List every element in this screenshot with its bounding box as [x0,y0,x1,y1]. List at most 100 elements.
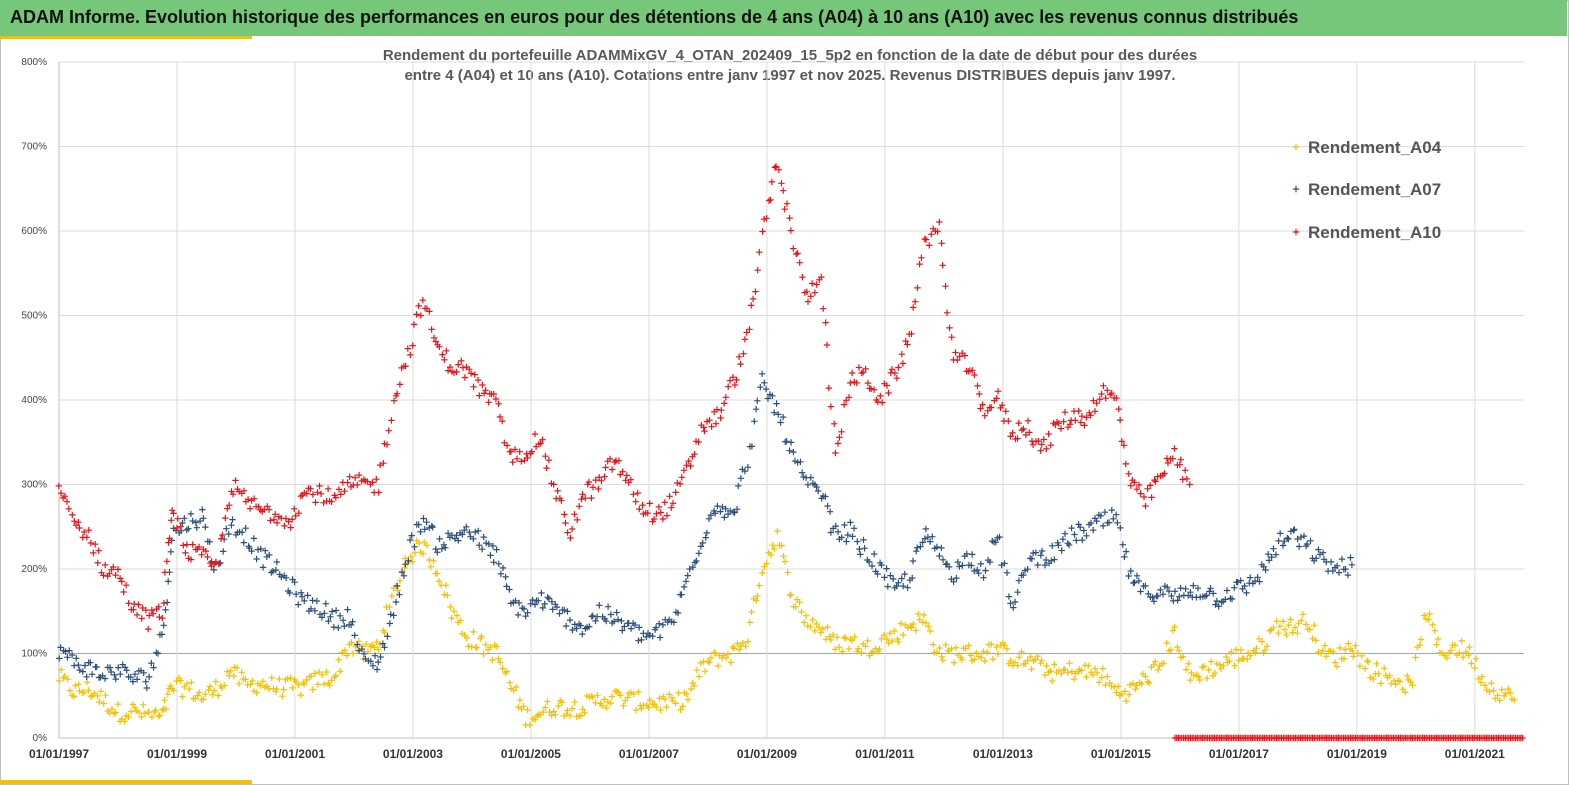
data-point [326,682,333,689]
data-point [417,528,424,535]
data-point [1152,478,1159,485]
data-point [234,664,241,671]
data-point [265,506,273,513]
data-point [269,568,277,575]
data-point [71,518,78,525]
data-point [1208,658,1215,665]
data-point [848,637,856,644]
data-point [959,562,966,569]
data-point [1042,556,1050,564]
data-point [158,631,166,638]
data-point [1028,665,1035,673]
data-point [148,659,155,667]
data-point [618,617,625,625]
data-point [825,384,832,392]
data-point [733,376,740,384]
data-point [862,643,869,650]
data-point [118,578,125,585]
data-point [1144,678,1151,685]
data-point [507,448,515,455]
data-point [270,516,278,523]
data-point [548,712,555,719]
data-point [1494,692,1501,699]
data-point [687,685,695,693]
data-point [1253,645,1260,652]
data-point [83,534,91,541]
data-point [410,321,418,328]
data-point [438,545,446,552]
data-point [687,462,694,470]
data-point [384,633,391,640]
data-point [926,627,934,635]
data-point [765,197,773,204]
data-point [458,357,465,364]
data-point [737,475,745,482]
data-point [145,673,153,681]
data-point [1203,675,1211,682]
data-point [493,643,501,650]
data-point [1043,445,1050,453]
data-point [938,544,945,552]
data-point [589,694,596,701]
data-point [1015,577,1023,584]
data-point [1289,629,1296,636]
data-point [769,392,776,399]
data-point [87,693,95,700]
legend: Rendement_A04 Rendement_A07 Rendement_A10 [1292,138,1442,242]
data-point [638,636,645,644]
data-point [1472,655,1480,662]
data-point [344,606,351,613]
data-point [207,560,214,567]
data-point [1099,665,1107,672]
data-point [581,709,588,716]
data-point [281,522,288,530]
data-point [545,457,553,464]
data-point [198,551,205,558]
data-point [1285,535,1292,543]
data-point [778,180,785,187]
data-point [100,700,107,707]
data-point [845,394,853,401]
data-point [899,360,907,367]
data-point [775,411,782,418]
data-point [1118,690,1125,698]
data-point [695,673,703,680]
data-point [373,666,381,673]
data-point [623,472,630,479]
data-point [1059,536,1067,543]
data-point [725,383,732,390]
data-point [646,500,653,507]
data-point [472,528,479,536]
data-point [843,397,850,404]
data-point [1477,679,1485,686]
data-point [1164,584,1171,591]
data-point [1164,459,1172,467]
data-point [434,570,441,577]
data-point [607,611,615,618]
data-point [264,503,271,510]
data-point [1055,420,1062,427]
data-point [280,686,287,693]
data-point [717,414,724,422]
data-point [288,516,296,523]
data-point [711,649,718,656]
data-point [195,543,203,551]
data-point [619,468,626,475]
data-point [950,659,958,666]
data-point [936,644,943,652]
data-point [330,623,337,631]
data-point [571,511,578,518]
data-point [495,655,502,662]
data-point [592,476,599,484]
data-point [1115,405,1122,413]
data-point [735,353,743,360]
data-point [341,488,348,495]
data-point [383,441,391,448]
data-point [487,643,494,651]
data-point [613,609,620,616]
data-point [1421,612,1428,619]
data-point [913,548,920,555]
data-point [87,539,95,547]
data-point [615,457,623,464]
data-point [1354,650,1361,657]
